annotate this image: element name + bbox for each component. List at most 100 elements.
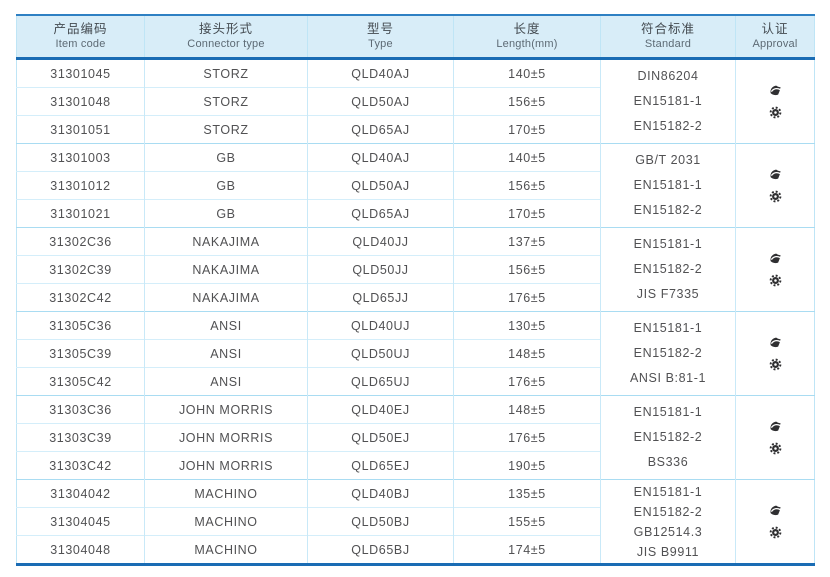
connector-type-cell: ANSI — [144, 367, 308, 396]
standard-line: GB12514.3 — [633, 524, 703, 539]
standards-cell: EN15181-1 EN15182-2 BS336 — [600, 395, 736, 480]
model-type-cell: QLD40AJ — [307, 58, 454, 88]
standards-cell: DIN86204 EN15181-1 EN15182-2 — [600, 58, 736, 144]
approval-icons — [736, 503, 814, 540]
header-connector-type-zh: 接头形式 — [198, 22, 253, 36]
length-cell: 174±5 — [453, 535, 601, 565]
gear-cert-icon — [768, 525, 783, 540]
approval-icons — [736, 83, 814, 120]
standard-line: EN15181-1 — [633, 178, 703, 192]
header-item-code: 产品编码 Item code — [16, 15, 145, 60]
table-row: 31302C42 NAKAJIMA QLD65JJ 176±5 — [16, 283, 815, 312]
standard-line: DIN86204 — [637, 69, 699, 83]
header-connector-type-en: Connector type — [187, 38, 265, 50]
model-type-cell: QLD50AJ — [307, 87, 454, 116]
header-item-code-en: Item code — [55, 38, 106, 50]
length-cell: 135±5 — [453, 479, 601, 508]
table-row: 31301003 GB QLD40AJ 140±5 GB/T 2031 EN15181-1… — [16, 143, 815, 228]
length-cell: 156±5 — [453, 255, 601, 284]
standard-line: EN15181-1 — [633, 94, 703, 108]
standard-line: EN15181-1 — [633, 321, 703, 335]
item-code-cell: 31302C36 — [16, 227, 145, 256]
length-cell: 176±5 — [453, 367, 601, 396]
model-type-cell: QLD65EJ — [307, 451, 454, 480]
swoosh-cert-icon — [768, 251, 783, 266]
standard-line: BS336 — [647, 455, 689, 469]
item-code-cell: 31301051 — [16, 115, 145, 144]
item-code-cell: 31305C42 — [16, 367, 145, 396]
table-row: 31305C36 ANSI QLD40UJ 130±5 EN15181-1 EN15182… — [16, 311, 815, 396]
connector-type-cell: MACHINO — [144, 479, 308, 508]
connector-type-cell: GB — [144, 199, 308, 228]
table-row: 31304042 MACHINO QLD40BJ 135±5 EN15181-1 EN15… — [16, 479, 815, 565]
item-code-cell: 31302C42 — [16, 283, 145, 312]
standards-cell: EN15181-1 EN15182-2 JIS F7335 — [600, 227, 736, 312]
approval-cell — [735, 479, 815, 565]
length-cell: 176±5 — [453, 283, 601, 312]
length-cell: 190±5 — [453, 451, 601, 480]
model-type-cell: QLD65JJ — [307, 283, 454, 312]
length-cell: 170±5 — [453, 199, 601, 228]
table-row: 31305C39 ANSI QLD50UJ 148±5 — [16, 339, 815, 368]
connector-type-cell: GB — [144, 143, 308, 172]
gear-cert-icon — [768, 441, 783, 456]
header-approval-en: Approval — [752, 38, 798, 50]
length-cell: 130±5 — [453, 311, 601, 340]
header-type-en: Type — [368, 38, 393, 50]
length-cell: 137±5 — [453, 227, 601, 256]
approval-icons — [736, 419, 814, 456]
item-code-cell: 31304048 — [16, 535, 145, 565]
table-row: 31303C36 JOHN MORRIS QLD40EJ 148±5 EN15181-1… — [16, 395, 815, 480]
header-connector-type: 接头形式 Connector type — [144, 15, 308, 60]
gear-cert-icon — [768, 357, 783, 372]
item-code-cell: 31301048 — [16, 87, 145, 116]
table-row: 31303C42 JOHN MORRIS QLD65EJ 190±5 — [16, 451, 815, 480]
standard-line: EN15182-2 — [633, 203, 703, 217]
standards-cell: GB/T 2031 EN15181-1 EN15182-2 — [600, 143, 736, 228]
item-code-cell: 31301021 — [16, 199, 145, 228]
approval-cell — [735, 395, 815, 480]
item-code-cell: 31304045 — [16, 507, 145, 536]
approval-cell — [735, 143, 815, 228]
header-type: 型号 Type — [307, 15, 454, 60]
model-type-cell: QLD40UJ — [307, 311, 454, 340]
length-cell: 156±5 — [453, 87, 601, 116]
connector-type-cell: NAKAJIMA — [144, 227, 308, 256]
header-approval-zh: 认证 — [761, 22, 789, 36]
item-code-cell: 31303C39 — [16, 423, 145, 452]
standard-line: EN15182-2 — [633, 119, 703, 133]
standard-line: EN15181-1 — [633, 484, 703, 499]
item-code-cell: 31304042 — [16, 479, 145, 508]
model-type-cell: QLD50AJ — [307, 171, 454, 200]
standard-line: EN15182-2 — [633, 504, 703, 519]
connector-type-cell: STORZ — [144, 87, 308, 116]
table-row: 31301045 STORZ QLD40AJ 140±5 DIN86204 EN15181… — [16, 58, 815, 144]
table-row: 31303C39 JOHN MORRIS QLD50EJ 176±5 — [16, 423, 815, 452]
model-type-cell: QLD40EJ — [307, 395, 454, 424]
item-code-cell: 31301003 — [16, 143, 145, 172]
table-row: 31304048 MACHINO QLD65BJ 174±5 — [16, 535, 815, 565]
gear-cert-icon — [768, 189, 783, 204]
length-cell: 156±5 — [453, 171, 601, 200]
table-row: 31301048 STORZ QLD50AJ 156±5 — [16, 87, 815, 116]
length-cell: 148±5 — [453, 395, 601, 424]
connector-type-cell: STORZ — [144, 115, 308, 144]
swoosh-cert-icon — [768, 419, 783, 434]
header-standard-zh: 符合标准 — [640, 22, 695, 36]
model-type-cell: QLD50JJ — [307, 255, 454, 284]
table-row: 31304045 MACHINO QLD50BJ 155±5 — [16, 507, 815, 536]
item-code-cell: 31301045 — [16, 58, 145, 88]
item-code-cell: 31305C39 — [16, 339, 145, 368]
table-row: 31302C36 NAKAJIMA QLD40JJ 137±5 EN15181-1 EN1… — [16, 227, 815, 312]
item-code-cell: 31303C42 — [16, 451, 145, 480]
item-code-cell: 31302C39 — [16, 255, 145, 284]
model-type-cell: QLD65UJ — [307, 367, 454, 396]
model-type-cell: QLD50BJ — [307, 507, 454, 536]
length-cell: 140±5 — [453, 58, 601, 88]
header-standard: 符合标准 Standard — [600, 15, 736, 60]
connector-type-cell: JOHN MORRIS — [144, 423, 308, 452]
model-type-cell: QLD40JJ — [307, 227, 454, 256]
length-cell: 176±5 — [453, 423, 601, 452]
connector-type-cell: GB — [144, 171, 308, 200]
table-header: 产品编码 Item code 接头形式 Connector type 型号 Ty… — [16, 15, 815, 60]
